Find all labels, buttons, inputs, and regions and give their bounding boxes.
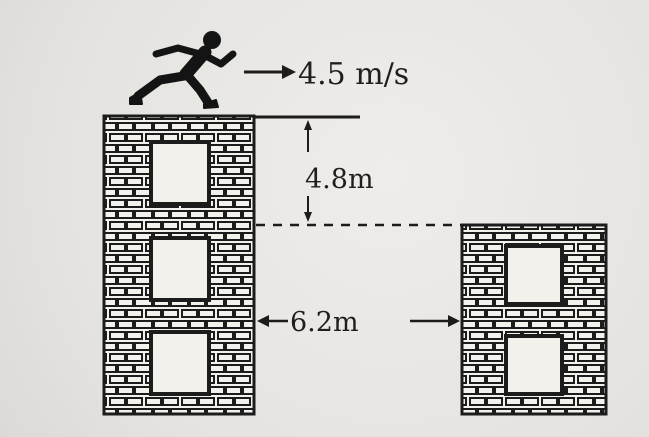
window [149,140,211,206]
gap-dimension-arrow [257,315,460,327]
gap-label: 6.2m [290,307,359,338]
speed-label: 4.5 m/s [298,57,409,92]
short-building [460,223,608,416]
window [504,244,564,306]
runner-icon [129,31,237,109]
window [149,236,211,302]
height-dimension-arrow [304,120,312,222]
tall-building [102,114,256,416]
velocity-arrow [244,65,296,79]
window [504,334,564,396]
height-label: 4.8m [305,164,374,195]
window [149,330,211,396]
